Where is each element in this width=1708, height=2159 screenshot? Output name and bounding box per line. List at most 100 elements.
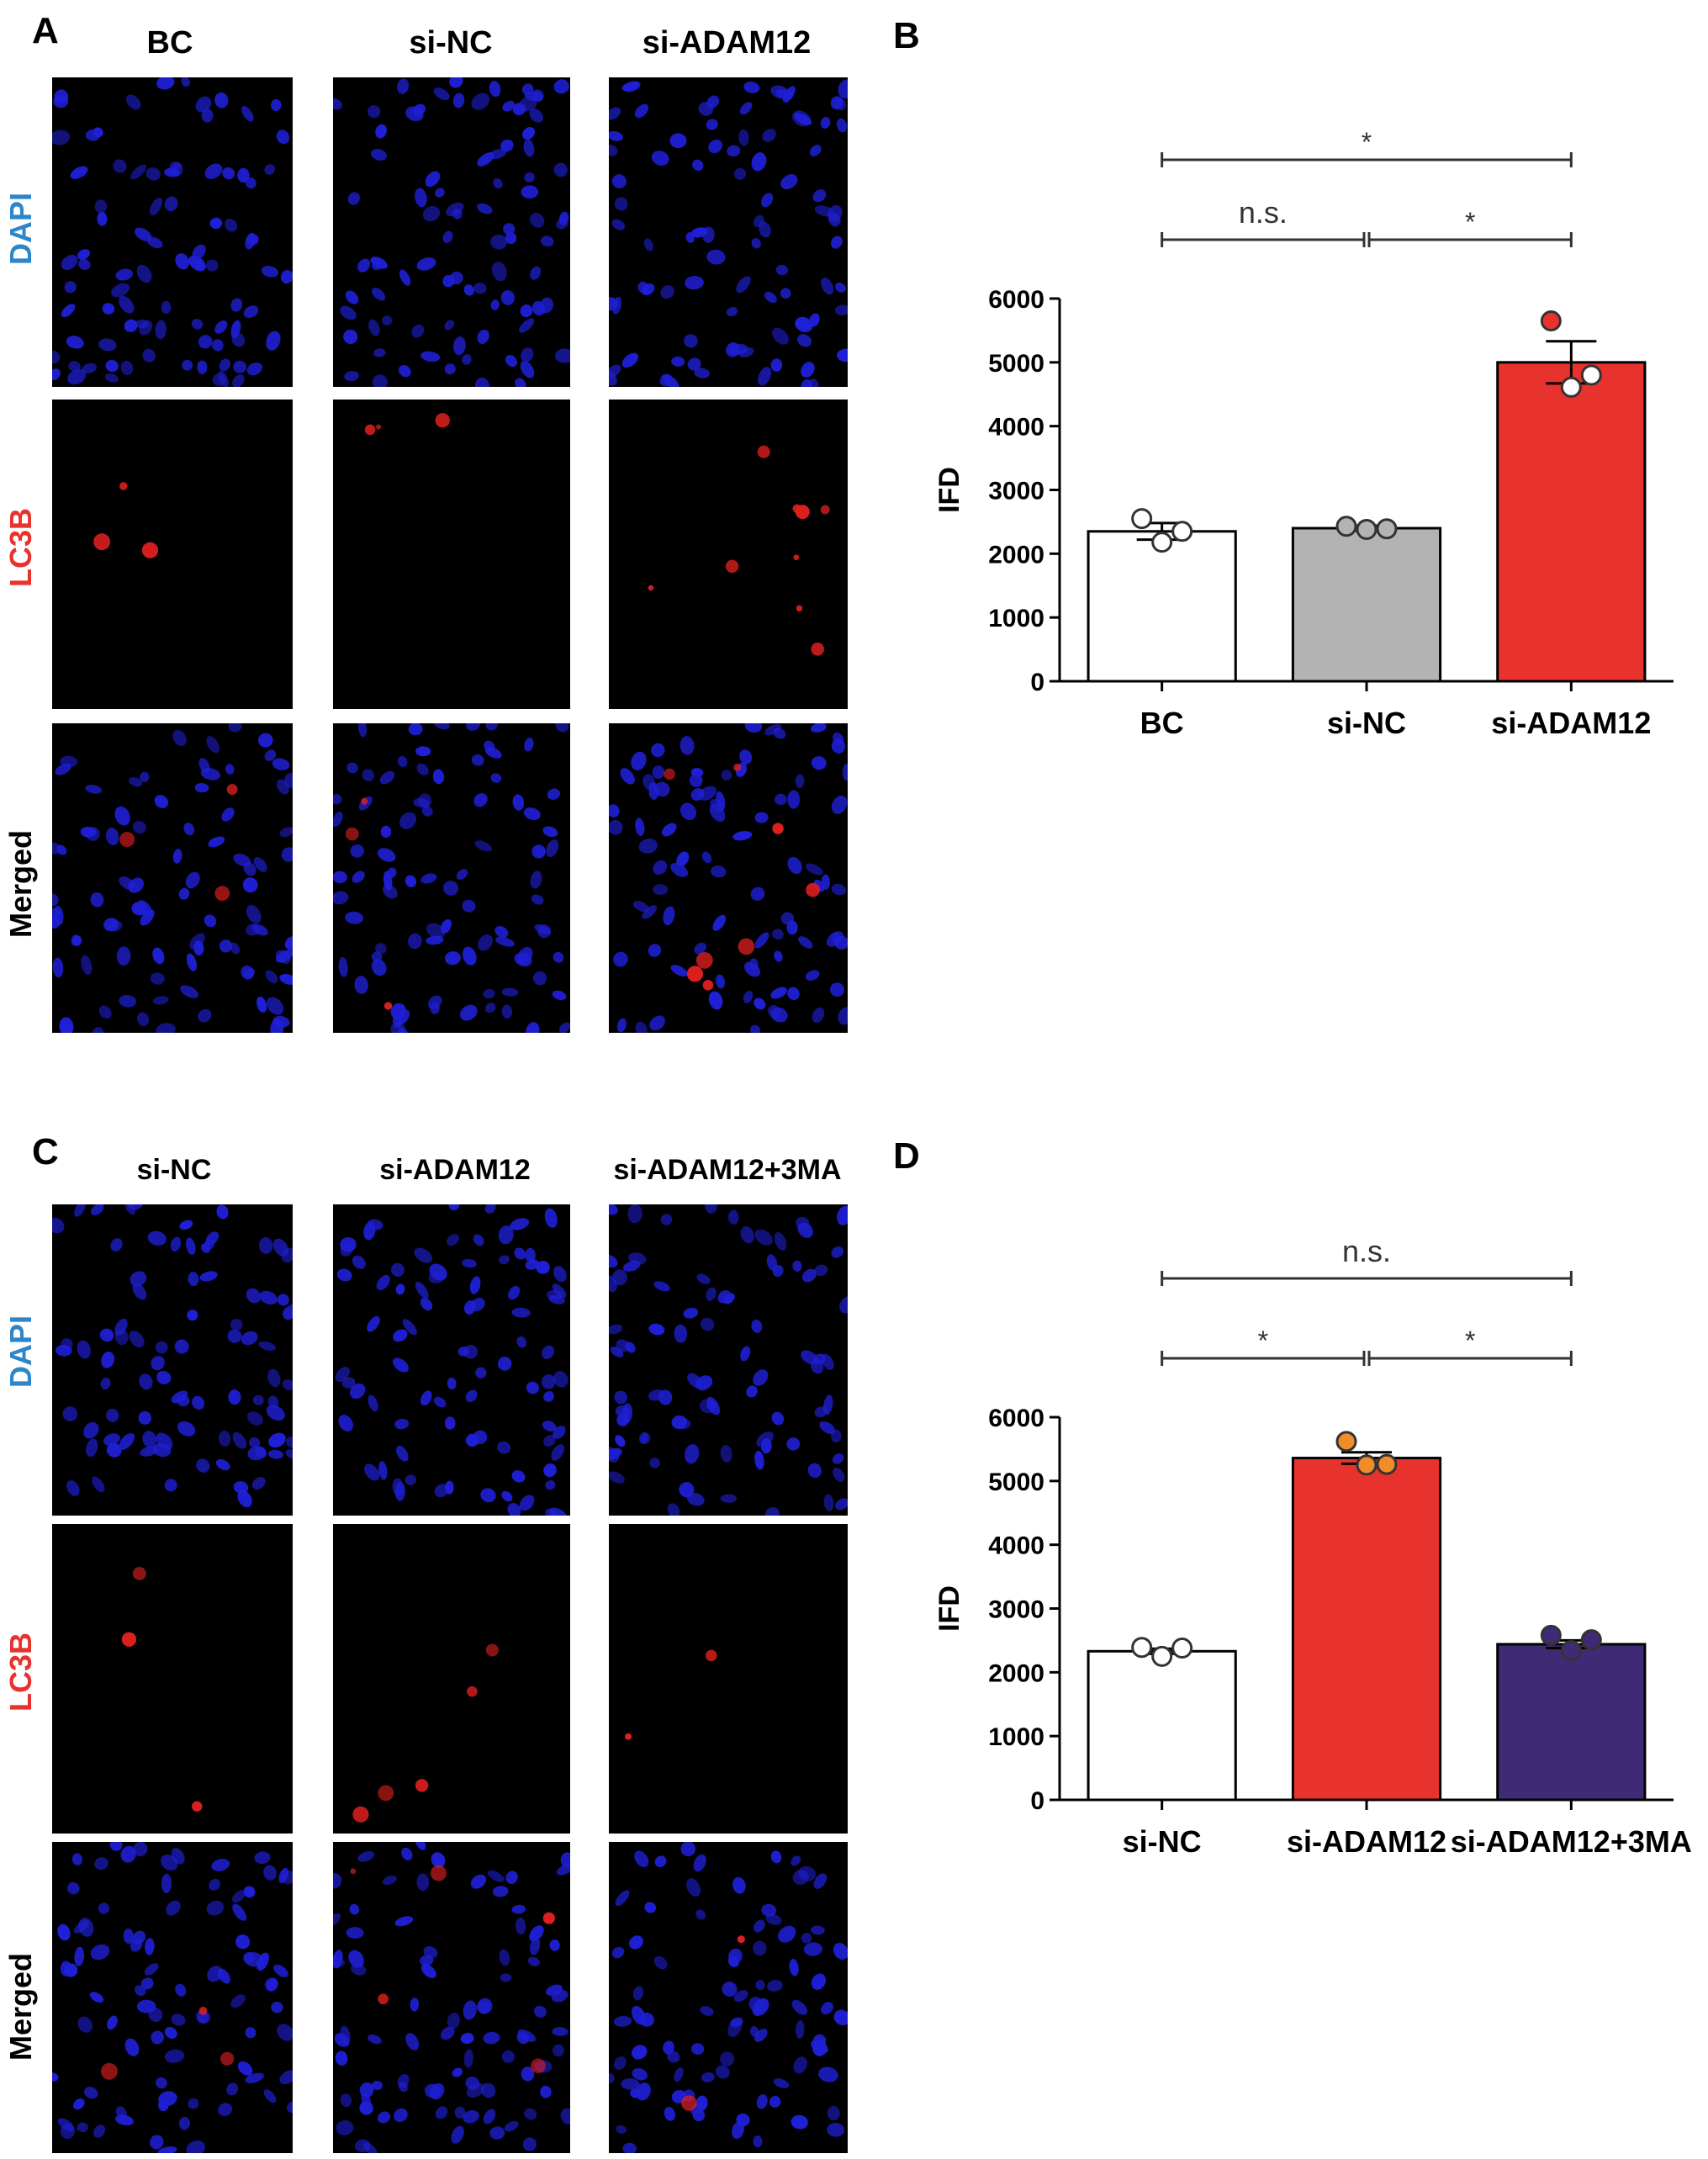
nucleus xyxy=(397,755,408,768)
nucleus xyxy=(766,1254,778,1271)
nucleus xyxy=(706,119,718,130)
nucleus xyxy=(333,811,343,828)
nucleus xyxy=(429,1263,447,1281)
lc3b-punctum xyxy=(345,827,359,841)
nucleus xyxy=(805,970,820,982)
lc3b-punctum xyxy=(706,1649,717,1662)
nucleus xyxy=(130,1271,147,1287)
nucleus xyxy=(478,934,493,951)
nucleus xyxy=(466,723,481,731)
nucleus xyxy=(107,2015,118,2030)
nucleus xyxy=(791,1855,801,1866)
lc3b-punctum xyxy=(811,643,825,656)
nucleus xyxy=(648,944,662,957)
nucleus xyxy=(105,359,119,373)
nucleus xyxy=(278,1867,288,1884)
bar-si-adam12-3ma xyxy=(1496,1643,1647,1802)
nucleus xyxy=(155,320,167,340)
nucleus xyxy=(463,2110,479,2124)
micrograph-image xyxy=(333,723,570,1033)
micrograph-image xyxy=(93,482,159,558)
nucleus xyxy=(233,853,251,867)
nucleus xyxy=(694,942,706,955)
nucleus xyxy=(609,2072,615,2084)
nucleus xyxy=(622,2142,637,2153)
nucleus xyxy=(524,172,535,183)
nucleus xyxy=(336,1268,352,1282)
nucleus xyxy=(77,1340,91,1359)
nucleus xyxy=(97,211,108,226)
nucleus xyxy=(740,1346,751,1362)
nucleus xyxy=(111,283,130,298)
nucleus xyxy=(272,758,290,770)
y-tick-label: 0 xyxy=(1030,669,1044,696)
nucleus xyxy=(670,862,689,877)
nucleus xyxy=(706,1400,717,1411)
significance-label: n.s. xyxy=(1239,195,1288,230)
nucleus xyxy=(164,196,178,212)
nucleus xyxy=(739,749,753,765)
nucleus xyxy=(716,974,726,989)
nucleus xyxy=(209,217,223,230)
nucleus xyxy=(560,2108,570,2125)
nucleus xyxy=(542,1421,557,1431)
nucleus xyxy=(136,264,152,283)
micrograph-a-si-nc-dapi xyxy=(333,77,570,387)
nucleus xyxy=(512,794,525,811)
nucleus xyxy=(263,1865,277,1881)
y-tick-label: 5000 xyxy=(988,350,1044,378)
nucleus xyxy=(124,2038,140,2056)
nucleus xyxy=(554,348,570,363)
nucleus xyxy=(470,1874,487,1889)
nucleus xyxy=(609,107,621,120)
nucleus xyxy=(285,1436,293,1448)
nucleus xyxy=(744,723,763,733)
nucleus xyxy=(772,929,784,940)
nucleus xyxy=(237,167,250,183)
data-point xyxy=(1376,518,1398,540)
nucleus xyxy=(241,1331,258,1346)
nucleus xyxy=(720,2051,735,2066)
nucleus xyxy=(452,336,466,356)
nucleus xyxy=(333,1913,341,1927)
nucleus xyxy=(372,2080,383,2091)
nucleus xyxy=(792,110,812,127)
nucleus xyxy=(405,875,417,888)
nucleus xyxy=(753,2135,763,2148)
nucleus xyxy=(524,2108,537,2120)
nucleus xyxy=(749,958,759,970)
nucleus xyxy=(212,373,226,387)
nucleus xyxy=(52,130,71,146)
nucleus xyxy=(432,769,445,785)
y-tick-label: 1000 xyxy=(988,1723,1044,1751)
nucleus xyxy=(471,93,490,110)
nucleus xyxy=(733,1990,748,2003)
nucleus xyxy=(258,1236,273,1254)
nucleus xyxy=(256,996,267,1013)
nucleus xyxy=(684,334,698,348)
micrograph-image xyxy=(609,1842,848,2153)
lc3b-punctum xyxy=(435,413,450,428)
lc3b-punctum xyxy=(226,784,238,796)
nucleus xyxy=(728,1948,743,1964)
nucleus xyxy=(90,892,104,908)
nucleus xyxy=(754,1229,773,1246)
nucleus xyxy=(272,1238,289,1257)
nucleus xyxy=(698,786,717,801)
nucleus xyxy=(653,1955,668,1970)
nucleus xyxy=(114,2114,134,2126)
panel-a-column-header-si-nc: si-NC xyxy=(409,25,493,61)
nucleus xyxy=(772,1265,784,1278)
nucleus xyxy=(811,723,827,733)
nucleus xyxy=(631,751,647,770)
nucleus xyxy=(415,1281,429,1299)
lc3b-punctum xyxy=(733,763,742,772)
nucleus xyxy=(279,2070,293,2085)
nucleus xyxy=(98,1902,110,1914)
nucleus xyxy=(66,1480,80,1496)
nucleus xyxy=(207,1966,223,1982)
nucleus xyxy=(520,304,533,318)
nucleus xyxy=(529,1925,544,1942)
nucleus xyxy=(333,870,347,884)
chart-b: 0 1000 2000 3000 4000 5000 6000 IFD BC si-NC si-AD… xyxy=(908,118,1699,791)
